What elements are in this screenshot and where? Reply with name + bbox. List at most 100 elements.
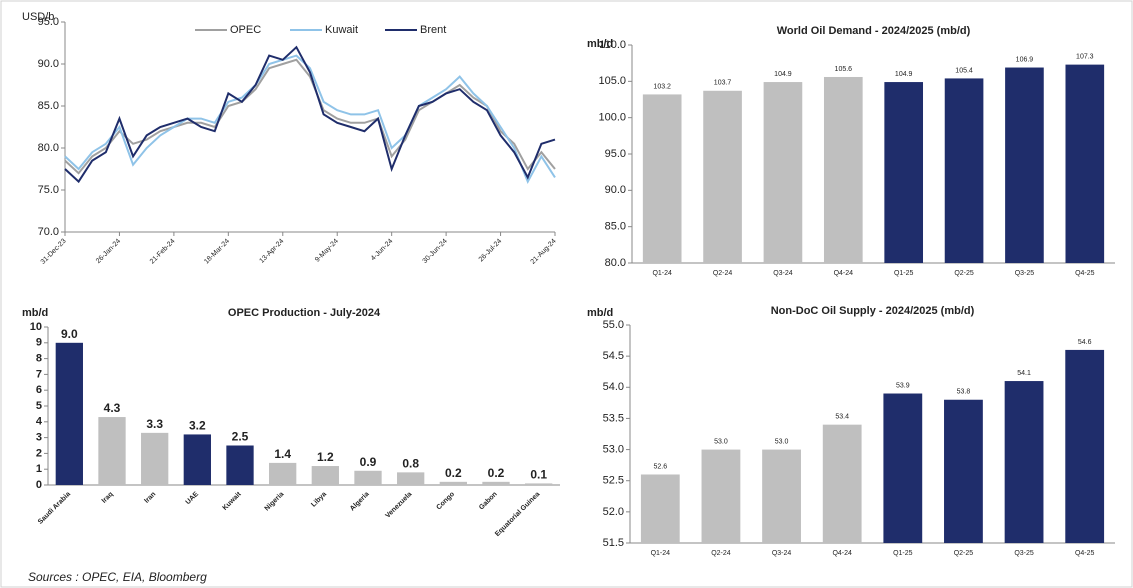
bar	[883, 393, 923, 543]
value-label: 53.9	[896, 382, 910, 389]
x-tick-label: 26-Jan-24	[95, 238, 122, 265]
x-tick-label: 21-Feb-24	[149, 238, 177, 266]
value-label: 53.4	[835, 414, 849, 421]
y-tick-label: 2	[36, 447, 42, 459]
bar	[944, 399, 983, 543]
y-tick-label: 51.5	[603, 537, 624, 549]
value-label: 105.4	[955, 67, 973, 74]
value-label: 0.8	[402, 457, 419, 471]
bar	[823, 76, 863, 264]
y-tick-label: 95.0	[38, 16, 59, 28]
bar	[703, 90, 742, 263]
x-tick-label: 30-Jun-24	[422, 238, 449, 265]
line-series	[64, 54, 556, 184]
x-tick-label: Q3-25	[1014, 550, 1034, 557]
bar	[141, 432, 169, 485]
bar	[1005, 67, 1044, 263]
chart-title: World Oil Demand - 2024/2025 (mb/d)	[777, 25, 971, 37]
bar	[226, 445, 254, 485]
bar	[269, 462, 297, 485]
x-tick-label: 18-Mar-24	[203, 238, 231, 266]
y-tick-label: 7	[36, 368, 42, 380]
x-tick-label: Equatorial Guinea	[494, 491, 541, 538]
x-tick-label: Q4-25	[1075, 270, 1095, 277]
y-tick-label: 8	[36, 353, 42, 365]
y-tick-label: 1	[36, 463, 42, 475]
y-tick-label: 55.0	[603, 319, 624, 331]
value-label: 103.7	[714, 80, 732, 87]
value-label: 104.9	[895, 71, 913, 78]
x-tick-label: Gabon	[478, 491, 499, 512]
x-tick-label: Q3-24	[773, 270, 793, 277]
value-label: 105.6	[835, 66, 853, 73]
y-tick-label: 85.0	[38, 100, 59, 112]
value-label: 54.6	[1078, 339, 1092, 346]
y-tick-label: 52.0	[603, 506, 624, 518]
value-label: 53.0	[714, 438, 728, 445]
bar	[1065, 349, 1105, 543]
y-tick-label: 90.0	[38, 58, 59, 70]
x-tick-label: Q3-25	[1015, 270, 1035, 277]
y-tick-label: 53.0	[603, 443, 624, 455]
x-tick-label: 21-Aug-24	[530, 238, 558, 266]
x-tick-label: Q1-24	[651, 550, 671, 557]
y-axis-label: USD/b	[22, 11, 54, 23]
line-series	[64, 58, 556, 175]
value-label: 3.3	[146, 417, 163, 431]
y-axis-label: mb/d	[587, 307, 613, 319]
x-tick-label: Q2-25	[954, 270, 974, 277]
bar	[98, 417, 126, 485]
y-tick-label: 80.0	[605, 257, 626, 269]
bar	[55, 342, 83, 485]
value-label: 104.9	[774, 71, 792, 78]
bar	[822, 424, 862, 543]
legend-label: Brent	[420, 24, 446, 36]
source-note: Sources : OPEC, EIA, Bloomberg	[28, 570, 207, 584]
value-label: 0.9	[360, 455, 377, 469]
bar	[701, 449, 741, 543]
bar	[183, 434, 211, 485]
bar	[482, 481, 510, 485]
x-tick-label: Q2-25	[954, 550, 974, 557]
x-tick-label: Q2-24	[713, 270, 733, 277]
bar	[640, 474, 680, 543]
y-tick-label: 100.0	[598, 112, 626, 124]
x-tick-label: Q4-25	[1075, 550, 1095, 557]
x-tick-label: Q4-24	[832, 550, 852, 557]
y-tick-label: 110.0	[599, 39, 626, 51]
y-tick-label: 54.0	[603, 381, 624, 393]
bar	[884, 82, 924, 263]
bar	[439, 481, 467, 485]
y-tick-label: 75.0	[38, 184, 59, 196]
value-label: 2.5	[232, 430, 249, 444]
value-label: 106.9	[1016, 56, 1034, 63]
value-label: 1.4	[274, 447, 291, 461]
line-series	[64, 45, 556, 184]
value-label: 53.0	[775, 438, 789, 445]
bar	[944, 78, 984, 263]
y-tick-label: 53.5	[603, 412, 624, 424]
x-tick-label: Algeria	[349, 491, 371, 513]
y-tick-label: 85.0	[605, 221, 626, 233]
bar	[354, 470, 382, 485]
value-label: 1.2	[317, 450, 334, 464]
value-label: 0.1	[530, 468, 547, 482]
y-axis-label: mb/d	[587, 38, 613, 50]
x-tick-label: Nigeria	[264, 491, 286, 513]
value-label: 0.2	[488, 466, 505, 480]
bar	[642, 94, 682, 263]
bar	[763, 82, 803, 263]
x-tick-label: Q4-24	[834, 270, 854, 277]
bar	[1004, 381, 1044, 543]
y-tick-label: 9	[36, 337, 42, 349]
x-tick-label: UAE	[185, 491, 201, 507]
y-tick-label: 105.0	[598, 75, 626, 87]
y-tick-label: 5	[36, 400, 42, 412]
x-tick-label: Saudi Arabia	[37, 491, 72, 526]
bar	[311, 466, 339, 485]
y-tick-label: 54.5	[603, 350, 624, 362]
y-tick-label: 3	[36, 432, 42, 444]
value-label: 3.2	[189, 419, 206, 433]
x-tick-label: Libya	[310, 491, 328, 509]
y-axis-label: mb/d	[22, 307, 48, 319]
